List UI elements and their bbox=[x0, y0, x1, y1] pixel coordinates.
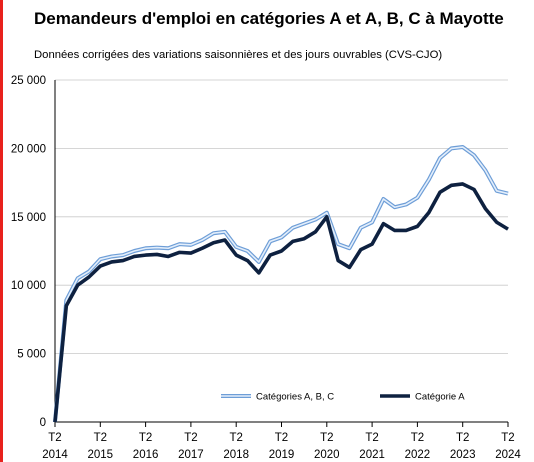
x-tick-label-year: 2021 bbox=[359, 449, 385, 461]
series-line-categorie-a bbox=[53, 182, 509, 423]
x-tick-label-year: 2018 bbox=[223, 449, 249, 461]
x-tick-label-quarter: T2 bbox=[48, 432, 61, 444]
x-tick-label-year: 2014 bbox=[42, 449, 68, 461]
y-tick-label: 20 000 bbox=[11, 143, 46, 155]
y-tick-label: 10 000 bbox=[11, 280, 46, 292]
x-tick-label-quarter: T2 bbox=[229, 432, 242, 444]
x-tick-label-year: 2020 bbox=[314, 449, 340, 461]
y-tick-label: 5 000 bbox=[17, 349, 46, 361]
left-accent-rule bbox=[0, 0, 3, 462]
x-tick-label-quarter: T2 bbox=[139, 432, 152, 444]
x-tick-label-year: 2024 bbox=[495, 449, 521, 461]
x-tick-label-quarter: T2 bbox=[275, 432, 288, 444]
x-tick-label-quarter: T2 bbox=[456, 432, 469, 444]
chart-subtitle: Données corrigées des variations saisonn… bbox=[34, 49, 443, 61]
legend-label-categorie-a: Catégorie A bbox=[415, 392, 465, 403]
series-line-categories-abc bbox=[53, 145, 509, 423]
x-tick-label-quarter: T2 bbox=[501, 432, 514, 444]
x-tick-label-quarter: T2 bbox=[365, 432, 378, 444]
x-tick-label-quarter: T2 bbox=[411, 432, 424, 444]
x-tick-label-year: 2017 bbox=[178, 449, 204, 461]
x-tick-label-quarter: T2 bbox=[94, 432, 107, 444]
x-tick-label-year: 2022 bbox=[405, 449, 431, 461]
y-tick-label: 25 000 bbox=[11, 75, 46, 87]
x-tick-label-year: 2015 bbox=[88, 449, 114, 461]
x-tick-label-year: 2019 bbox=[269, 449, 295, 461]
x-tick-label-quarter: T2 bbox=[320, 432, 333, 444]
legend-label-categories-abc: Catégories A, B, C bbox=[256, 392, 334, 403]
chart-title: Demandeurs d'emploi en catégories A et A… bbox=[34, 9, 504, 28]
x-tick-label-quarter: T2 bbox=[184, 432, 197, 444]
x-tick-label-year: 2016 bbox=[133, 449, 159, 461]
series-line-categories-abc-inner bbox=[54, 146, 509, 423]
x-tick-label-year: 2023 bbox=[450, 449, 476, 461]
y-tick-label: 15 000 bbox=[11, 212, 46, 224]
y-tick-label: 0 bbox=[40, 417, 46, 429]
